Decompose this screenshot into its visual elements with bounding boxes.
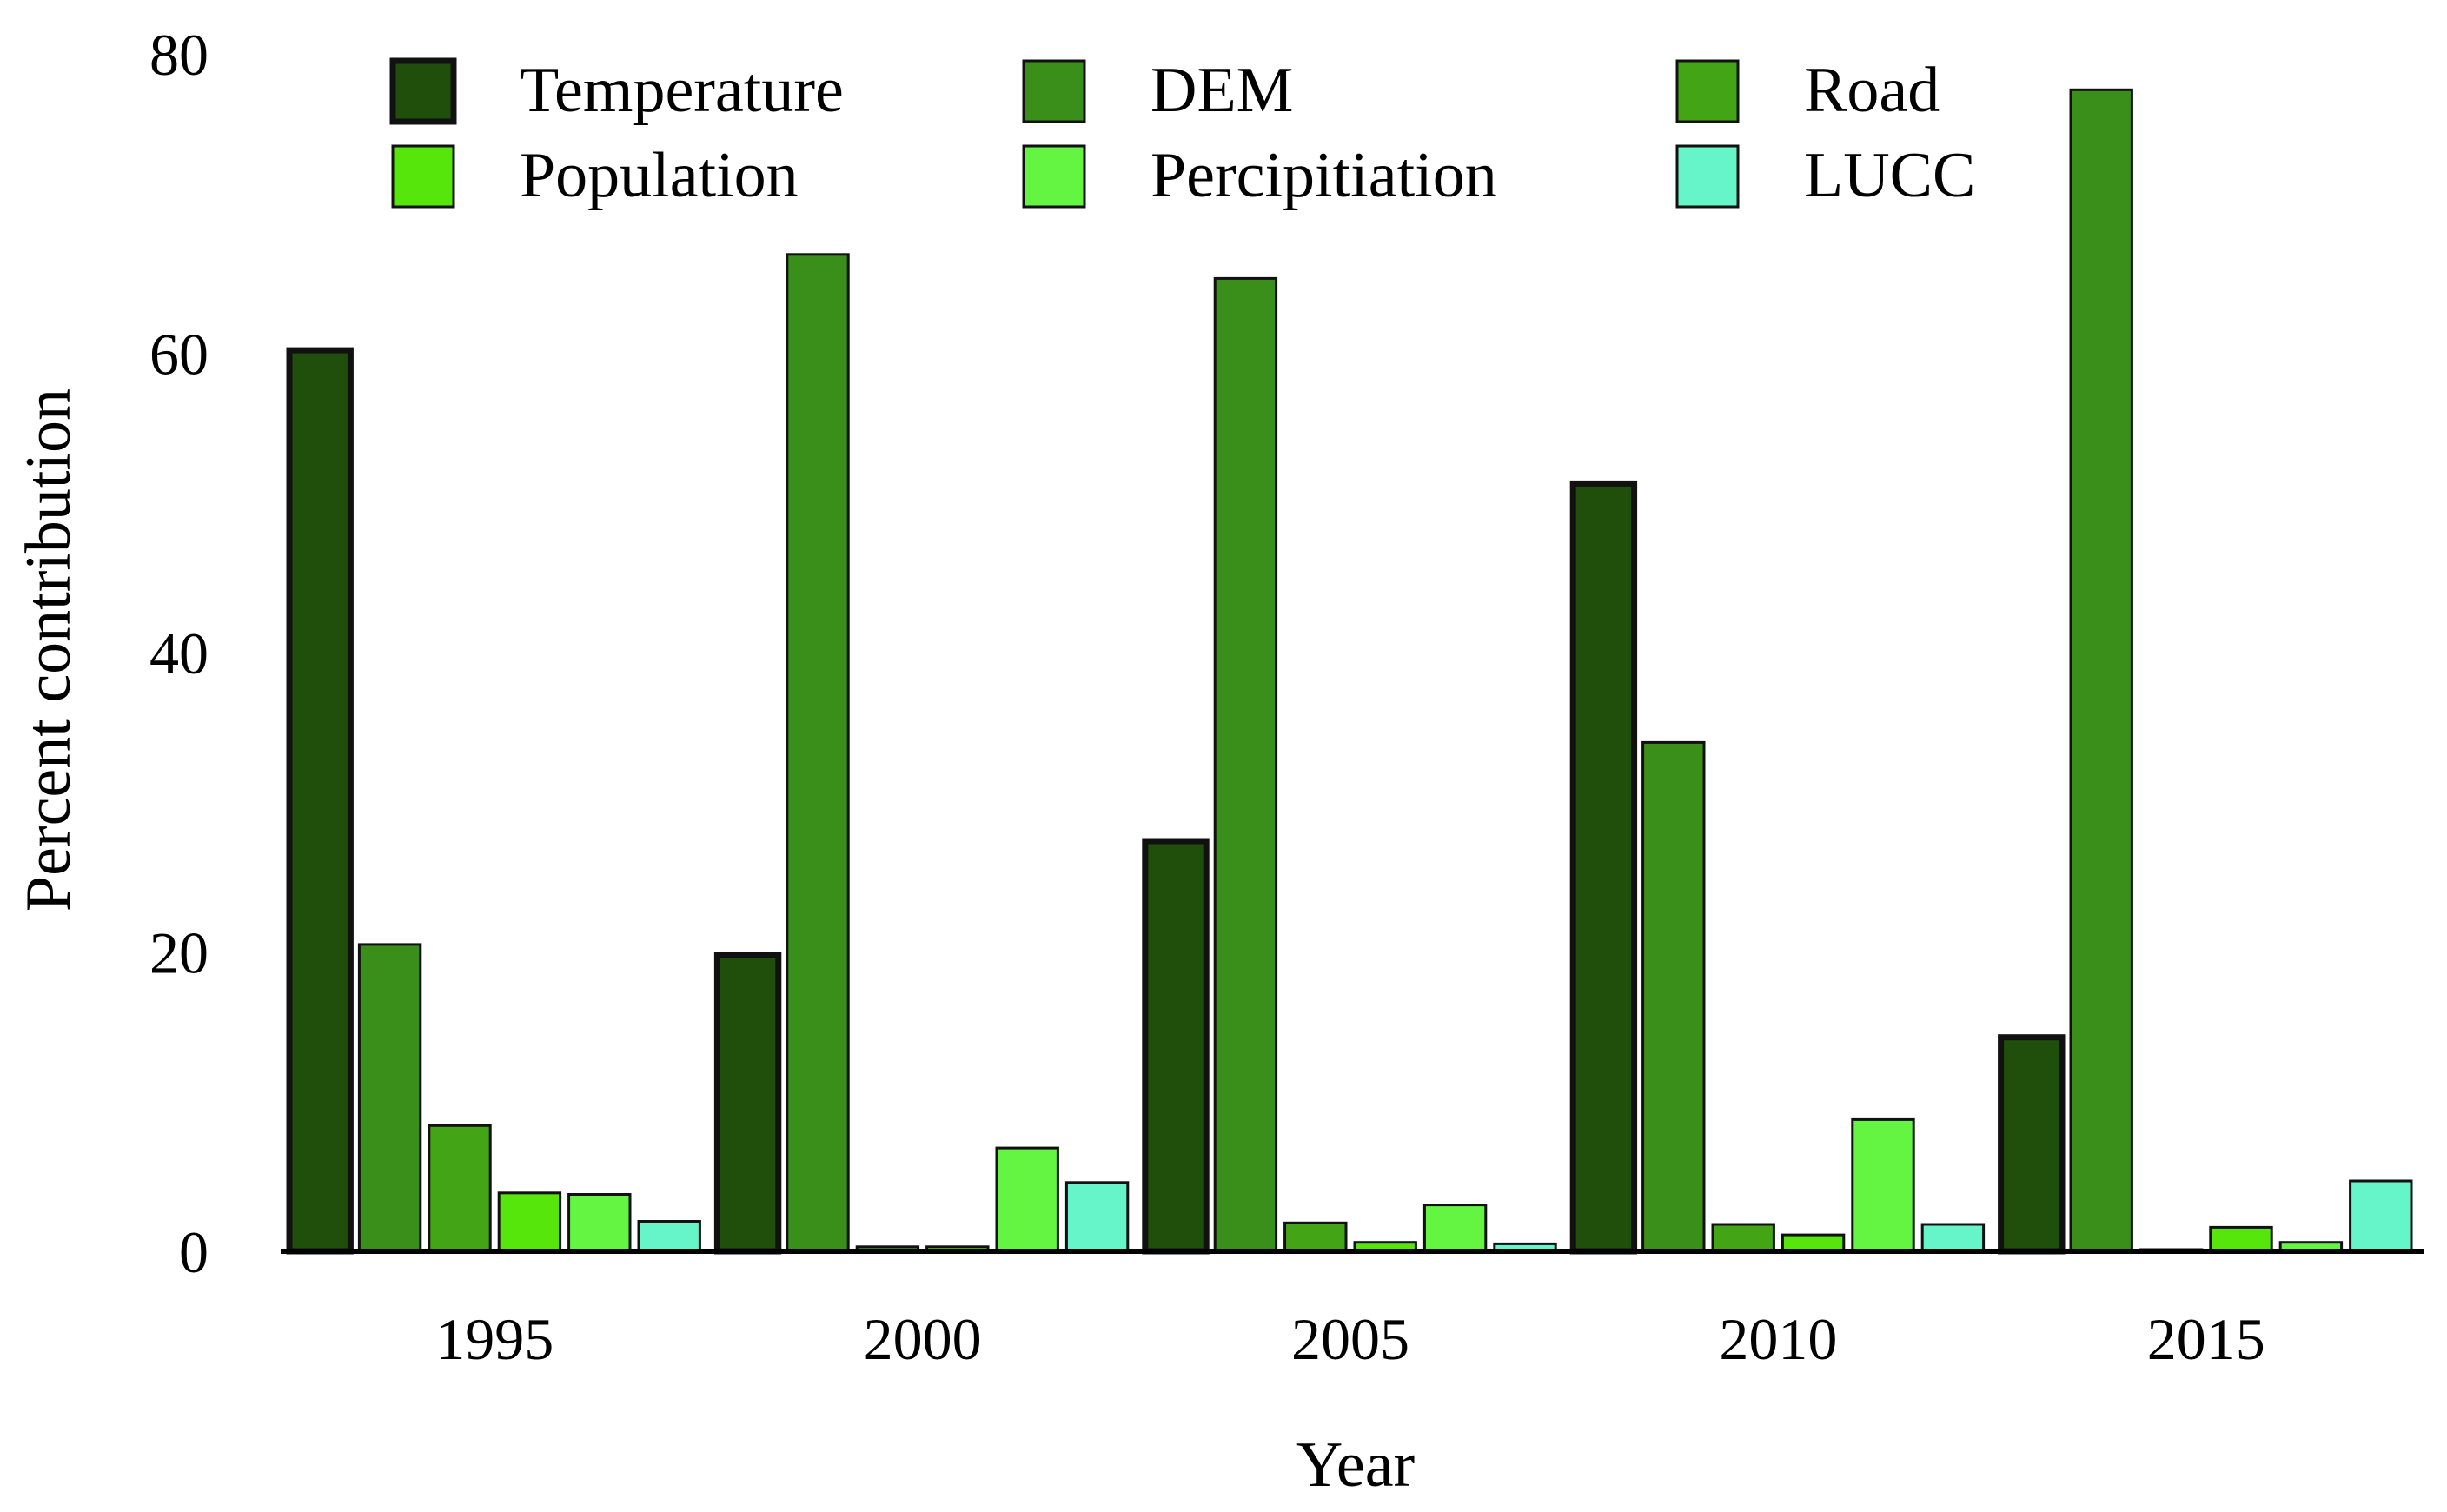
bar-percipitiation-2005	[1422, 1204, 1488, 1253]
bar-temperature-2005	[1142, 838, 1210, 1255]
bar-population-2015	[2209, 1225, 2273, 1253]
legend-label-dem: DEM	[1151, 55, 1293, 126]
legend-label-population: Population	[520, 140, 799, 211]
bar-lucc-2000	[1064, 1181, 1130, 1253]
bar-population-1995	[497, 1191, 562, 1253]
bar-temperature-2010	[1569, 480, 1638, 1255]
bar-dem-2005	[1213, 276, 1278, 1253]
bar-road-2005	[1283, 1221, 1348, 1253]
x-tick-label: 2005	[1291, 1306, 1409, 1372]
y-tick-label: 40	[149, 620, 209, 686]
axes: 1995 2000 2005 2010 2015 0 20 40 60 80	[149, 22, 2424, 1372]
y-tick-label: 80	[149, 22, 209, 88]
bar-temperature-2000	[713, 952, 782, 1255]
legend-label-lucc: LUCC	[1804, 140, 1975, 211]
bar-dem-2015	[2069, 88, 2133, 1253]
x-axis-title: Year	[1296, 1429, 1415, 1501]
y-tick-label: 60	[149, 322, 209, 388]
legend-label-temperature: Temperature	[520, 55, 844, 126]
y-axis-title: Percent contribution	[13, 388, 84, 912]
bar-dem-2010	[1641, 740, 1706, 1253]
bar-percipitiation-1995	[567, 1193, 632, 1253]
legend-swatch-road	[1675, 59, 1740, 123]
bar-temperature-1995	[286, 347, 354, 1255]
x-tick-label: 2000	[864, 1306, 982, 1372]
bar-road-1995	[428, 1124, 492, 1253]
bar-road-2010	[1711, 1223, 1775, 1253]
legend-label-road: Road	[1804, 55, 1940, 126]
legend-swatch-dem	[1022, 59, 1086, 123]
bar-percipitiation-2000	[995, 1146, 1059, 1253]
bar-lucc-2015	[2349, 1179, 2413, 1253]
legend-label-percipitiation: Percipitiation	[1151, 140, 1497, 211]
legend: Temperature DEM Road Population Percipitiati…	[389, 55, 1975, 211]
legend-swatch-percipitiation	[1022, 144, 1086, 209]
legend-swatch-temperature	[389, 57, 457, 125]
y-tick-label: 0	[179, 1219, 209, 1285]
legend-swatch-population	[391, 144, 455, 209]
bar-temperature-2015	[1998, 1034, 2066, 1255]
bar-dem-2000	[786, 253, 850, 1253]
bars	[286, 88, 2413, 1255]
x-tick-label: 2010	[1719, 1306, 1837, 1372]
bar-lucc-2010	[1920, 1223, 1986, 1253]
bar-percipitiation-2010	[1851, 1117, 1915, 1253]
bar-dem-1995	[357, 943, 422, 1253]
y-tick-label: 20	[149, 920, 209, 986]
x-tick-label: 2015	[2147, 1306, 2265, 1372]
bar-lucc-1995	[637, 1220, 701, 1253]
legend-swatch-lucc	[1675, 144, 1740, 209]
x-tick-label: 1995	[435, 1306, 554, 1372]
